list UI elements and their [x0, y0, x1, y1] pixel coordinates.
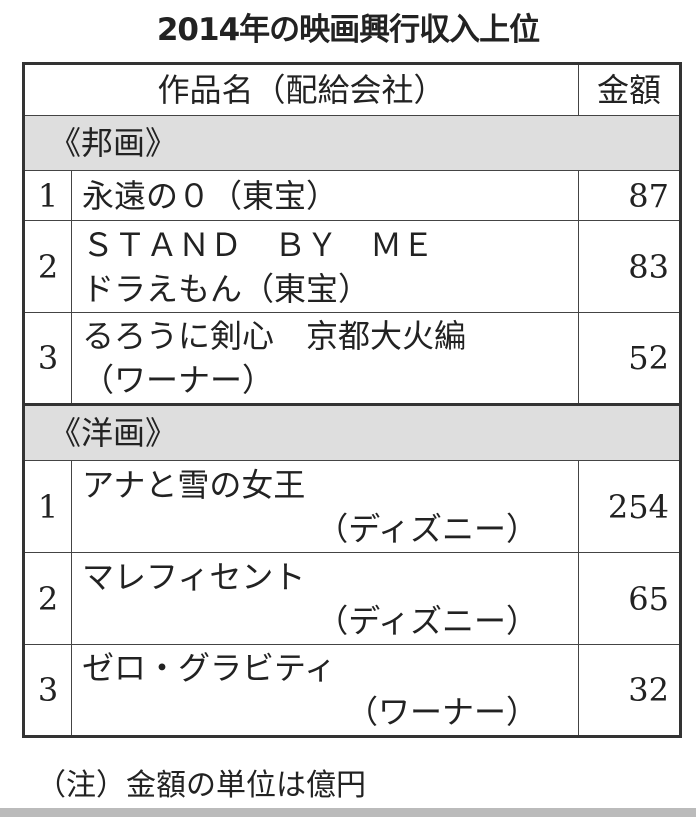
work-distributor: （ディズニー） [316, 601, 538, 640]
work-distributor: （ディズニー） [316, 509, 538, 548]
work-title: ＳＴＡＮＤ ＢＹ ＭＥ [82, 225, 435, 264]
amount: 87 [578, 170, 681, 221]
table-row: 2 マレフィセント （ディズニー） 65 [23, 552, 681, 645]
section-row: 《邦画》 [23, 115, 681, 171]
work: ゼロ・グラビティ （ワーナー） [71, 644, 579, 737]
work-distributor: （ワーナー） [345, 693, 538, 731]
box-office-table: 作品名（配給会社） 金額 《邦画》 1 永遠の０（東宝） 87 2 ＳＴＡＮＤ … [22, 62, 682, 738]
amount: 52 [578, 312, 681, 405]
footnote: （注）金額の単位は億円 [36, 768, 366, 803]
work-title: るろうに剣心 京都大火編 [82, 317, 467, 355]
work-title: マレフィセント [82, 557, 306, 596]
work: 永遠の０（東宝） [71, 170, 579, 221]
section-label: 《洋画》 [23, 403, 681, 461]
rank: 1 [23, 170, 72, 221]
work: ＳＴＡＮＤ ＢＹ ＭＥ ドラえもん（東宝） [71, 220, 579, 313]
table-row: 1 アナと雪の女王 （ディズニー） 254 [23, 460, 681, 553]
amount: 83 [578, 220, 681, 313]
section-row: 《洋画》 [23, 403, 681, 461]
header-work: 作品名（配給会社） [23, 63, 579, 116]
rank: 2 [23, 220, 72, 313]
amount: 254 [578, 460, 681, 553]
work-title: アナと雪の女王 [82, 465, 306, 504]
table-row: 3 るろうに剣心 京都大火編 （ワーナー） 52 [23, 312, 681, 405]
amount: 32 [578, 644, 681, 737]
header-amount: 金額 [578, 63, 681, 116]
rank: 2 [23, 552, 72, 645]
rank: 1 [23, 460, 72, 553]
table-row: 1 永遠の０（東宝） 87 [23, 170, 681, 221]
rank: 3 [23, 644, 72, 737]
rank: 3 [23, 312, 72, 405]
table-title: 2014年の映画興行収入上位 [156, 12, 540, 48]
work-distributor: （ワーナー） [82, 361, 275, 399]
amount: 65 [578, 552, 681, 645]
header-row: 作品名（配給会社） 金額 [23, 63, 681, 116]
section-label: 《邦画》 [23, 115, 681, 171]
work-title: ゼロ・グラビティ [82, 649, 337, 687]
work: アナと雪の女王 （ディズニー） [71, 460, 579, 553]
work: マレフィセント （ディズニー） [71, 552, 579, 645]
table-row: 3 ゼロ・グラビティ （ワーナー） 32 [23, 644, 681, 737]
table-row: 2 ＳＴＡＮＤ ＢＹ ＭＥ ドラえもん（東宝） 83 [23, 220, 681, 313]
bottom-divider [0, 808, 696, 817]
work-distributor: ドラえもん（東宝） [82, 269, 371, 308]
work-title: 永遠の０（東宝） [82, 176, 339, 215]
work: るろうに剣心 京都大火編 （ワーナー） [71, 312, 579, 405]
